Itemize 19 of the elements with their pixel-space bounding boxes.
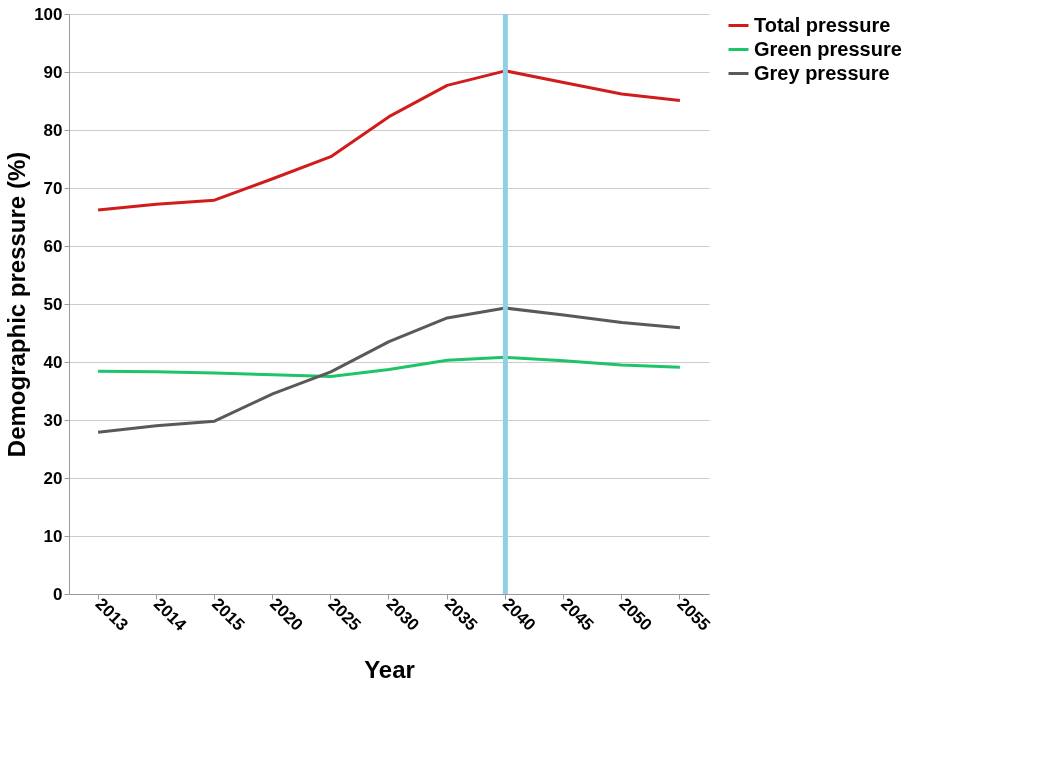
line-series	[96, 306, 682, 434]
legend-label: Total pressure	[754, 13, 891, 36]
y-tick-label: 60	[43, 236, 63, 256]
x-axis-title: Year	[364, 655, 415, 683]
y-tick-label: 20	[43, 468, 63, 488]
legend-label: Green pressure	[754, 37, 902, 60]
y-tick-label: 0	[53, 584, 63, 604]
line-series	[96, 69, 682, 212]
y-tick-label: 70	[43, 178, 63, 198]
y-tick-label: 40	[43, 352, 63, 372]
y-tick-label: 80	[43, 120, 63, 140]
y-axis-title: Demographic pressure (%)	[3, 151, 31, 458]
y-tick-label: 10	[43, 526, 63, 546]
y-tick-label: 90	[43, 62, 63, 82]
y-tick-label: 100	[34, 4, 63, 24]
legend-label: Grey pressure	[754, 61, 890, 84]
y-tick-label: 50	[43, 294, 63, 314]
line-series	[96, 355, 682, 378]
y-tick-label: 30	[43, 410, 63, 430]
